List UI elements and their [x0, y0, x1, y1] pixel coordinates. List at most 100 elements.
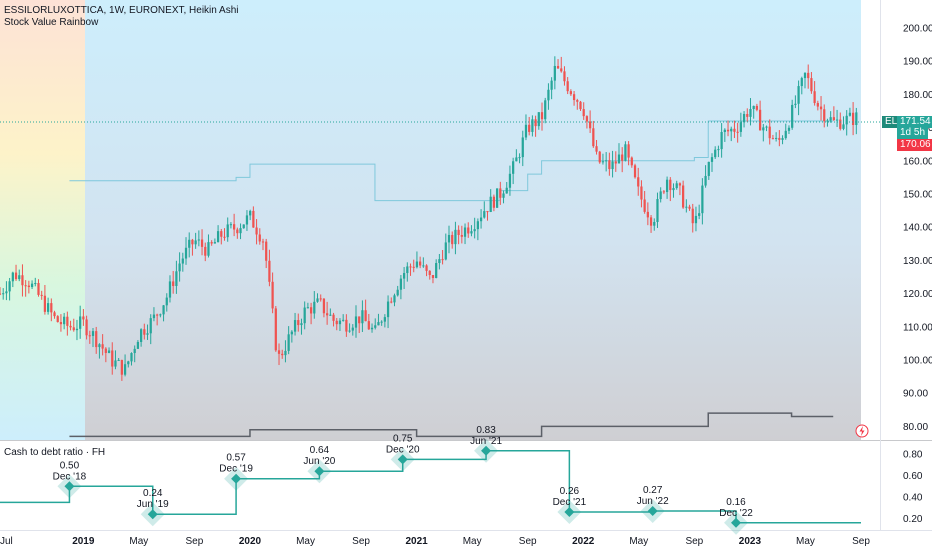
- candle-body: [614, 161, 617, 164]
- candle-body: [399, 278, 403, 290]
- subpane-title: Cash to debt ratio · FH: [4, 447, 106, 458]
- candle-body: [386, 301, 390, 318]
- candle-body: [470, 231, 473, 234]
- candle-body: [85, 319, 88, 336]
- candle-body: [560, 68, 563, 72]
- candle-body: [778, 137, 781, 140]
- ratio-marker[interactable]: [314, 466, 325, 477]
- candle-body: [714, 149, 717, 158]
- candle-body: [839, 119, 842, 129]
- candle-body: [467, 227, 470, 234]
- candle-body: [784, 130, 787, 139]
- candle-body: [601, 161, 605, 163]
- candle-body: [691, 208, 694, 224]
- lightning-icon[interactable]: [855, 424, 869, 438]
- candle-body: [518, 157, 521, 159]
- candle-body: [168, 281, 172, 298]
- time-tick-label: May: [129, 536, 148, 547]
- candle-body: [608, 160, 611, 170]
- candle-body: [682, 185, 685, 208]
- candle-body: [284, 350, 287, 356]
- candle-body: [8, 281, 11, 292]
- candle-body: [749, 109, 752, 117]
- ratio-marker[interactable]: [64, 481, 75, 492]
- ratio-marker[interactable]: [731, 517, 742, 528]
- candle-body: [457, 229, 460, 236]
- candle-body: [855, 112, 858, 126]
- candle-body: [627, 144, 630, 158]
- time-tick-label: Sep: [519, 536, 537, 547]
- candle-body: [483, 211, 486, 218]
- candle-body: [598, 151, 601, 163]
- candle-body: [249, 210, 252, 216]
- candle-body: [191, 239, 194, 245]
- candle-body: [123, 364, 127, 375]
- candle-body: [63, 316, 66, 325]
- candle-body: [293, 320, 297, 332]
- candle-body: [159, 314, 162, 316]
- candle-body: [746, 114, 749, 117]
- candle-body: [765, 126, 768, 128]
- candle-body: [588, 121, 592, 129]
- ratio-date-label: Dec '19: [219, 464, 253, 475]
- candle-body: [569, 91, 573, 95]
- candle-body: [649, 217, 653, 226]
- price-tick-label: 200.00: [903, 24, 932, 35]
- candle-body: [24, 285, 27, 287]
- time-tick-label: Sep: [352, 536, 370, 547]
- candle-body: [694, 215, 698, 224]
- candle-body: [377, 322, 380, 326]
- candle-body: [617, 154, 621, 164]
- candle-body: [415, 261, 419, 268]
- candle-body: [585, 116, 589, 122]
- ratio-marker[interactable]: [397, 454, 408, 465]
- candle-body: [194, 240, 197, 245]
- candle-body: [528, 124, 531, 132]
- candle-body: [633, 165, 637, 178]
- time-tick-label: 2019: [72, 536, 95, 547]
- time-tick-label: May: [796, 536, 815, 547]
- candle-body: [451, 234, 454, 245]
- candle-body: [143, 329, 146, 335]
- candle-body: [101, 344, 104, 349]
- ratio-marker[interactable]: [564, 507, 575, 518]
- candle-body: [306, 307, 310, 309]
- time-tick-label: Sep: [685, 536, 703, 547]
- candle-body: [11, 272, 14, 282]
- ratio-value-label: 0.24: [143, 488, 163, 499]
- price-tick-label: 100.00: [903, 356, 932, 367]
- price-tick-label: 120.00: [903, 289, 932, 300]
- ratio-marker[interactable]: [231, 473, 242, 484]
- candle-body: [374, 325, 377, 328]
- candle-body: [447, 234, 451, 243]
- candle-body: [438, 259, 441, 264]
- candle-body: [309, 307, 313, 314]
- candle-body: [178, 263, 181, 272]
- ratio-marker[interactable]: [481, 445, 492, 456]
- ratio-date-label: Dec '22: [719, 508, 753, 519]
- candle-body: [499, 188, 502, 198]
- candle-body: [322, 298, 326, 314]
- candle-body: [665, 179, 669, 193]
- candle-body: [771, 138, 775, 140]
- ratio-marker[interactable]: [647, 505, 658, 516]
- candle-body: [316, 298, 319, 302]
- candle-body: [425, 265, 428, 271]
- candle-body: [685, 206, 688, 208]
- candle-body: [172, 281, 175, 287]
- candle-body: [656, 199, 659, 222]
- candle-body: [14, 272, 18, 280]
- candle-body: [832, 117, 835, 120]
- candle-body: [643, 199, 646, 212]
- candle-body: [431, 274, 435, 279]
- candle-body: [512, 161, 515, 174]
- candle-body: [34, 283, 37, 285]
- candle-body: [787, 127, 791, 131]
- candle-body: [736, 131, 739, 133]
- candle-body: [579, 101, 582, 110]
- ratio-marker[interactable]: [147, 509, 158, 520]
- candle-body: [30, 283, 34, 288]
- ratio-value-label: 0.83: [476, 425, 496, 436]
